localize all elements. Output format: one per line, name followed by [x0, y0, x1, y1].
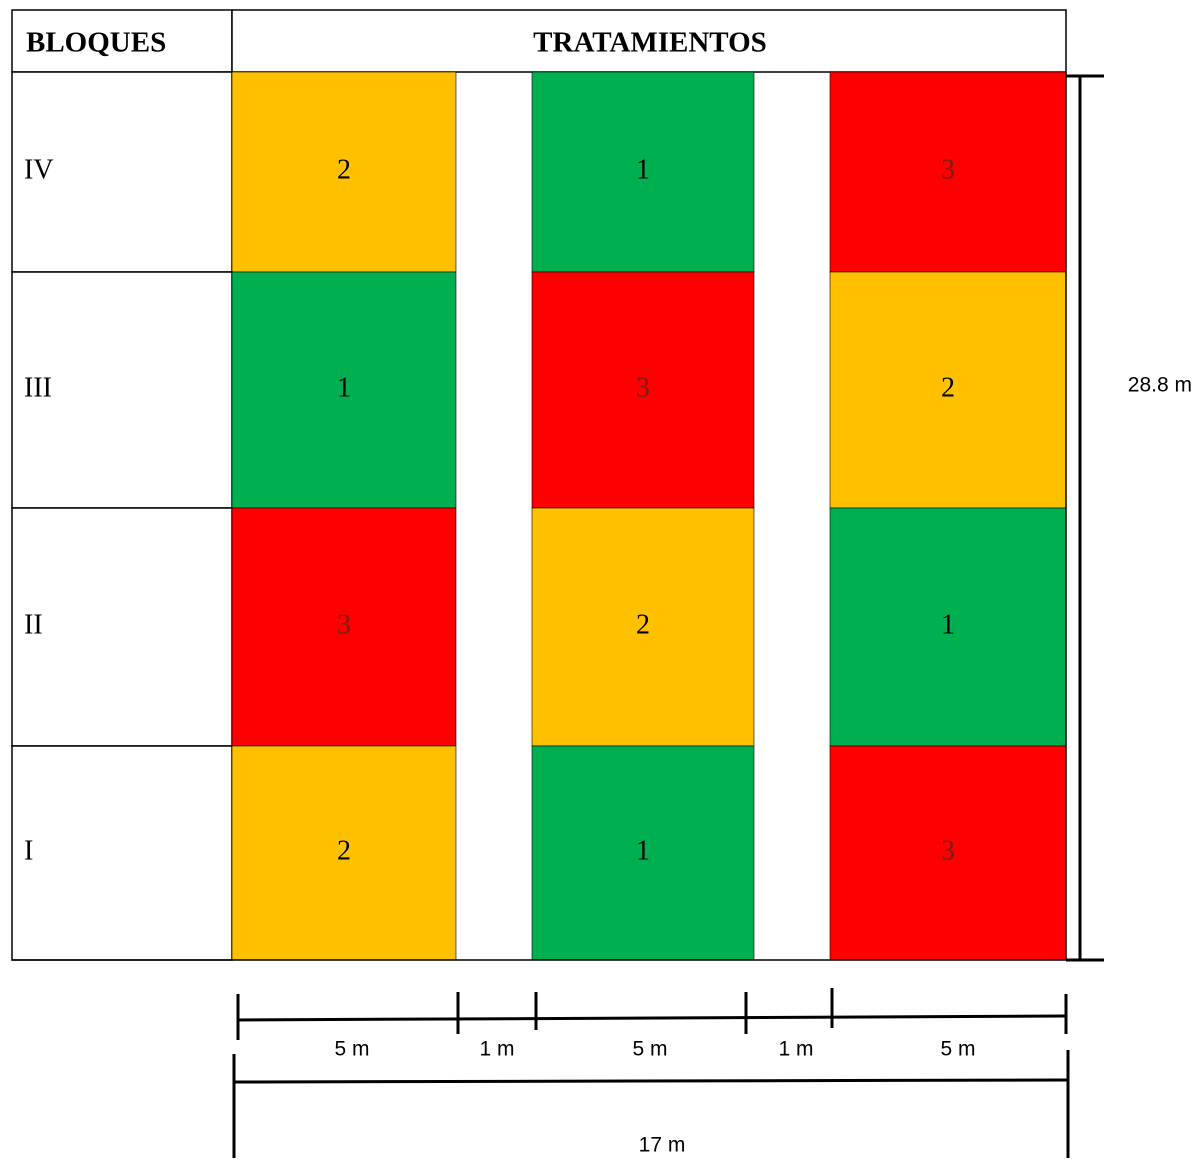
treatment-plot — [829, 745, 1067, 961]
total-width-label: 17 m — [639, 1134, 686, 1157]
total-width-dimension: 17 m — [232, 1050, 1070, 1158]
treatment-plot — [829, 71, 1067, 273]
treatment-label: 2 — [337, 835, 351, 866]
treatment-plot — [231, 745, 457, 961]
treatment-label: 3 — [941, 154, 955, 185]
height-dimension: 28.8 m — [1066, 74, 1192, 962]
block-label-cell — [11, 507, 233, 747]
treatment-plot — [531, 507, 755, 747]
block-label-cell — [11, 71, 233, 273]
height-dimension-label: 28.8 m — [1128, 374, 1192, 397]
treatment-plot — [531, 71, 755, 273]
block-row: IV 2 1 3 — [11, 71, 1067, 273]
treatment-label: 1 — [636, 835, 650, 866]
treatments-header-cell — [231, 9, 1067, 73]
treatment-label: 2 — [941, 372, 955, 403]
treatments-header-label: TRATAMIENTOS — [533, 27, 767, 59]
table-header: BLOQUES TRATAMIENTOS — [11, 9, 1067, 73]
block-label: I — [24, 835, 33, 866]
block-row: III 1 3 2 — [11, 271, 1067, 509]
blocks-header-cell — [11, 9, 233, 73]
treatment-plot — [829, 271, 1067, 509]
block-grid: IV 2 1 3 III 1 3 2 II 3 2 1 I 2 1 3 — [11, 71, 1076, 961]
segment-label-4: 1 m — [778, 1038, 813, 1061]
treatment-plot — [531, 745, 755, 961]
block-label: IV — [24, 154, 54, 185]
segment-label-1: 5 m — [334, 1038, 369, 1061]
block-row: II 3 2 1 — [11, 507, 1067, 747]
treatment-label: 2 — [337, 154, 351, 185]
blocks-header-label: BLOQUES — [26, 27, 166, 59]
block-row: I 2 1 3 — [11, 745, 1067, 961]
segment-label-3: 5 m — [632, 1038, 667, 1061]
treatment-label: 1 — [941, 609, 955, 640]
treatment-label: 2 — [636, 609, 650, 640]
segment-label-5: 5 m — [940, 1038, 975, 1061]
treatment-label: 3 — [941, 835, 955, 866]
treatment-label: 1 — [636, 154, 650, 185]
treatment-plot — [231, 271, 457, 509]
block-label-cell — [11, 745, 233, 961]
block-label-cell — [11, 271, 233, 509]
width-segments-dimension: 5 m 1 m 5 m 1 m 5 m — [236, 988, 1068, 1061]
block-label: II — [24, 609, 43, 640]
treatment-label: 3 — [337, 609, 351, 640]
treatment-plot — [231, 507, 457, 747]
treatment-plot — [829, 507, 1067, 747]
total-width-line — [233, 1078, 1069, 1084]
segment-label-2: 1 m — [479, 1038, 514, 1061]
treatment-label: 3 — [636, 372, 650, 403]
treatment-plot — [231, 71, 457, 273]
width-segments-line — [237, 1014, 1067, 1022]
block-label: III — [24, 372, 52, 403]
treatment-label: 1 — [337, 372, 351, 403]
